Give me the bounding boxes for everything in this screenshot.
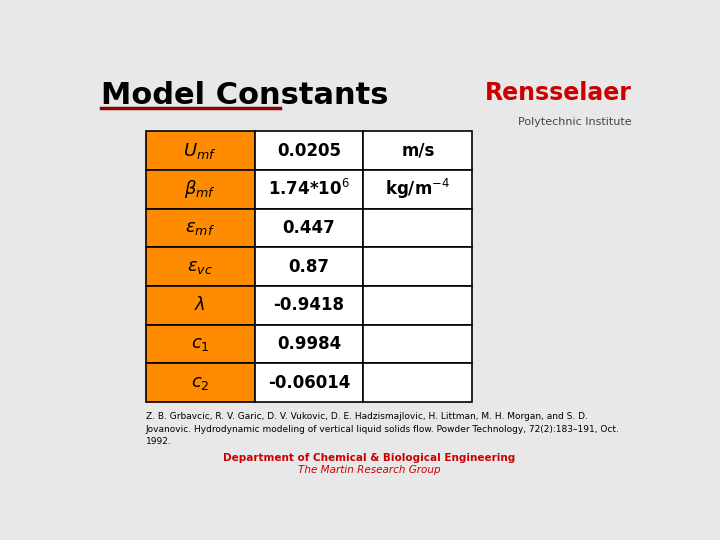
Text: 1.74*10$^6$: 1.74*10$^6$ [268,179,350,199]
Text: $c_2$: $c_2$ [191,374,210,391]
Text: Z. B. Grbavcic, R. V. Garic, D. V. Vukovic, D. E. Hadzismajlovic, H. Littman, M.: Z. B. Grbavcic, R. V. Garic, D. V. Vukov… [145,413,620,447]
FancyBboxPatch shape [145,208,255,247]
FancyBboxPatch shape [145,131,255,170]
Text: $\beta_{mf}$: $\beta_{mf}$ [184,178,216,200]
FancyBboxPatch shape [255,131,364,170]
FancyBboxPatch shape [364,286,472,325]
Text: Rensselaer: Rensselaer [485,82,631,105]
Text: Department of Chemical & Biological Engineering: Department of Chemical & Biological Engi… [223,453,515,463]
Text: $\varepsilon_{mf}$: $\varepsilon_{mf}$ [185,219,215,237]
FancyBboxPatch shape [364,170,472,208]
FancyBboxPatch shape [255,247,364,286]
FancyBboxPatch shape [255,325,364,363]
FancyBboxPatch shape [255,286,364,325]
FancyBboxPatch shape [364,325,472,363]
FancyBboxPatch shape [255,208,364,247]
FancyBboxPatch shape [145,325,255,363]
Text: Polytechnic Institute: Polytechnic Institute [518,117,631,127]
FancyBboxPatch shape [145,286,255,325]
FancyBboxPatch shape [364,363,472,402]
Text: -0.06014: -0.06014 [268,374,350,391]
FancyBboxPatch shape [145,170,255,208]
FancyBboxPatch shape [145,363,255,402]
Text: $c_1$: $c_1$ [191,335,210,353]
Text: $\varepsilon_{vc}$: $\varepsilon_{vc}$ [187,258,213,276]
Text: 0.87: 0.87 [289,258,330,276]
FancyBboxPatch shape [255,363,364,402]
FancyBboxPatch shape [145,247,255,286]
Text: Model Constants: Model Constants [101,82,389,111]
Text: $U_{mf}$: $U_{mf}$ [184,140,217,161]
Text: 0.9984: 0.9984 [277,335,341,353]
Text: $\lambda$: $\lambda$ [194,296,206,314]
FancyBboxPatch shape [255,170,364,208]
Text: kg/m$^{-4}$: kg/m$^{-4}$ [385,177,450,201]
Text: -0.9418: -0.9418 [274,296,344,314]
FancyBboxPatch shape [364,208,472,247]
Text: 0.447: 0.447 [283,219,336,237]
FancyBboxPatch shape [364,247,472,286]
FancyBboxPatch shape [364,131,472,170]
Text: 0.0205: 0.0205 [277,141,341,160]
Text: The Martin Research Group: The Martin Research Group [297,465,441,475]
Text: m/s: m/s [401,141,434,160]
